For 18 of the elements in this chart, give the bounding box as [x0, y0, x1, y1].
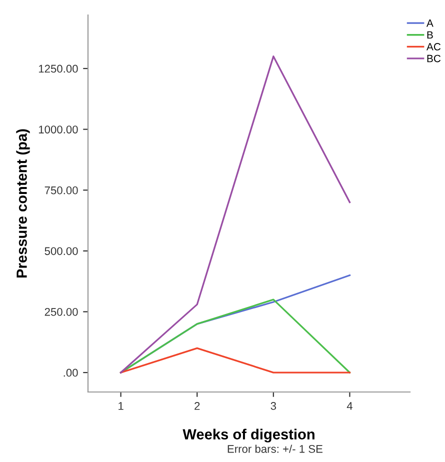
legend-label: A	[426, 20, 434, 27]
legend-label: B	[427, 31, 433, 39]
y-tick-label: 1250.00	[38, 64, 78, 73]
x-tick-label: 4	[346, 402, 352, 410]
y-tick-label: 1000.00	[38, 126, 78, 134]
x-tick-label: 1	[118, 402, 124, 410]
legend-label: AC	[426, 43, 441, 50]
y-tick-label: 500.00	[44, 247, 78, 256]
y-tick-label: .00	[64, 368, 78, 377]
y-tick-label: 750.00	[44, 186, 78, 194]
text: Error bars: +/- 1 SE	[228, 444, 322, 453]
x-tick-label: 2	[194, 402, 200, 410]
x-axis-title: Weeks of digestion	[182, 428, 314, 442]
y-tick-label: 250.00	[44, 308, 78, 316]
legend-label: BC	[427, 54, 441, 62]
x-tick-label: 3	[270, 402, 276, 410]
y-axis-title: Pressure content (pa)	[16, 129, 30, 278]
line-series	[120, 56, 351, 374]
